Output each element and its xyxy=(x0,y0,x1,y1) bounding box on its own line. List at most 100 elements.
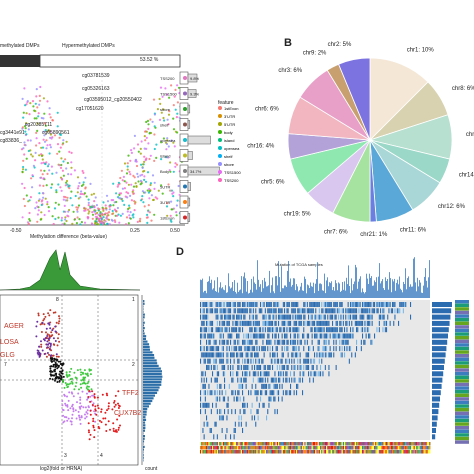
volcano-point xyxy=(46,165,50,168)
scatter-point xyxy=(106,409,108,412)
mutation-cell xyxy=(335,346,337,352)
mutation-cell xyxy=(364,320,366,326)
mutation-cell xyxy=(268,402,270,408)
annotation-cell xyxy=(207,446,209,450)
gene-label-left: LOSA xyxy=(0,339,19,346)
cpg-label: cg05890561 xyxy=(42,130,70,136)
annotation-cell xyxy=(426,450,428,454)
mutation-cell xyxy=(318,320,320,326)
tmb-bar xyxy=(397,279,398,298)
scatter-point xyxy=(56,367,59,370)
mutation-cell xyxy=(299,377,301,383)
mutation-cell xyxy=(243,314,245,320)
mutation-cell xyxy=(323,314,325,320)
mutation-cell xyxy=(293,320,295,326)
mutation-cell xyxy=(336,308,338,314)
mutation-cell xyxy=(292,308,294,314)
scatter-point xyxy=(107,407,110,410)
mutation-cell xyxy=(401,302,403,307)
annotation-cell xyxy=(369,450,371,454)
scatter-point xyxy=(68,391,71,394)
mutation-cell xyxy=(322,327,324,333)
mutation-cell xyxy=(396,308,398,314)
mutation-cell xyxy=(213,333,215,339)
tmb-bar xyxy=(314,293,315,298)
volcano-point xyxy=(149,118,152,121)
mutation-cell xyxy=(263,371,265,377)
mutation-cell xyxy=(266,320,268,326)
annotation-cell xyxy=(314,442,316,446)
scatter-point xyxy=(52,311,55,314)
tmb-bar xyxy=(288,261,289,298)
tmb-bar xyxy=(261,291,262,298)
mutation-cell xyxy=(335,365,337,370)
tmb-bar xyxy=(367,278,368,298)
tmb-bar xyxy=(223,289,224,298)
mutation-cell xyxy=(216,383,218,389)
mutation-cell xyxy=(339,308,341,314)
mutation-cell xyxy=(306,320,308,326)
annotation-cell xyxy=(359,446,361,450)
mutation-cell xyxy=(268,371,270,377)
mutation-cell xyxy=(210,320,212,326)
hist-bar xyxy=(143,327,145,330)
mutation-cell xyxy=(356,320,358,326)
mutation-cell xyxy=(231,346,233,352)
mutation-cell xyxy=(290,390,292,396)
mutation-cell xyxy=(290,339,292,345)
mutation-cell xyxy=(230,358,232,364)
mutation-cell xyxy=(202,308,204,314)
tmb-bar xyxy=(378,276,379,298)
scatter-point xyxy=(62,409,65,412)
mutation-cell xyxy=(348,346,350,352)
mutation-cell xyxy=(351,352,353,358)
mutation-cell xyxy=(300,365,302,370)
feature-dot xyxy=(183,91,187,96)
mutation-cell xyxy=(203,358,205,364)
scatter-point xyxy=(78,414,80,417)
annotation-cell xyxy=(203,446,205,450)
mutation-cell xyxy=(328,308,330,314)
annotation-cell xyxy=(244,446,246,450)
mutation-cell xyxy=(284,308,286,314)
annotation-cell xyxy=(342,446,344,450)
mutation-cell xyxy=(362,314,364,320)
volcano-point xyxy=(61,223,64,226)
mutation-cell xyxy=(278,314,280,320)
feature-dot xyxy=(183,153,187,158)
mutation-cell xyxy=(294,377,296,383)
scatter-point xyxy=(91,390,94,393)
mutation-cell xyxy=(207,308,209,314)
mutation-cell xyxy=(314,320,316,326)
annotation-cell xyxy=(282,450,284,454)
mutation-cell xyxy=(234,390,236,396)
mutation-cell xyxy=(214,339,216,345)
mutation-cell xyxy=(372,308,374,314)
volcano-point xyxy=(33,117,36,120)
mutation-cell xyxy=(262,377,264,383)
mutation-cell xyxy=(298,308,300,314)
scatter-point xyxy=(89,400,92,403)
volcano-point xyxy=(156,197,159,200)
annotation-cell xyxy=(402,450,404,454)
annotation-cell xyxy=(279,446,281,450)
mutation-cell xyxy=(233,352,235,358)
mutation-cell xyxy=(368,333,370,339)
hist-bar xyxy=(143,389,159,392)
annotation-cell xyxy=(372,446,374,450)
mutation-cell xyxy=(210,308,212,314)
mutation-cell xyxy=(287,320,289,326)
annotation-cell xyxy=(365,442,367,446)
mutation-cell xyxy=(288,358,290,364)
annotation-cell xyxy=(383,442,385,446)
mutation-cell xyxy=(267,333,269,339)
scatter-point xyxy=(38,345,41,348)
mutation-cell xyxy=(245,371,247,377)
mutation-cell xyxy=(354,320,356,326)
volcano-point xyxy=(76,210,79,213)
volcano-point xyxy=(127,192,130,195)
annotation-cell xyxy=(419,446,421,450)
annotation-cell xyxy=(351,450,353,454)
mutation-cell xyxy=(220,327,222,333)
mutation-cell xyxy=(258,327,260,333)
